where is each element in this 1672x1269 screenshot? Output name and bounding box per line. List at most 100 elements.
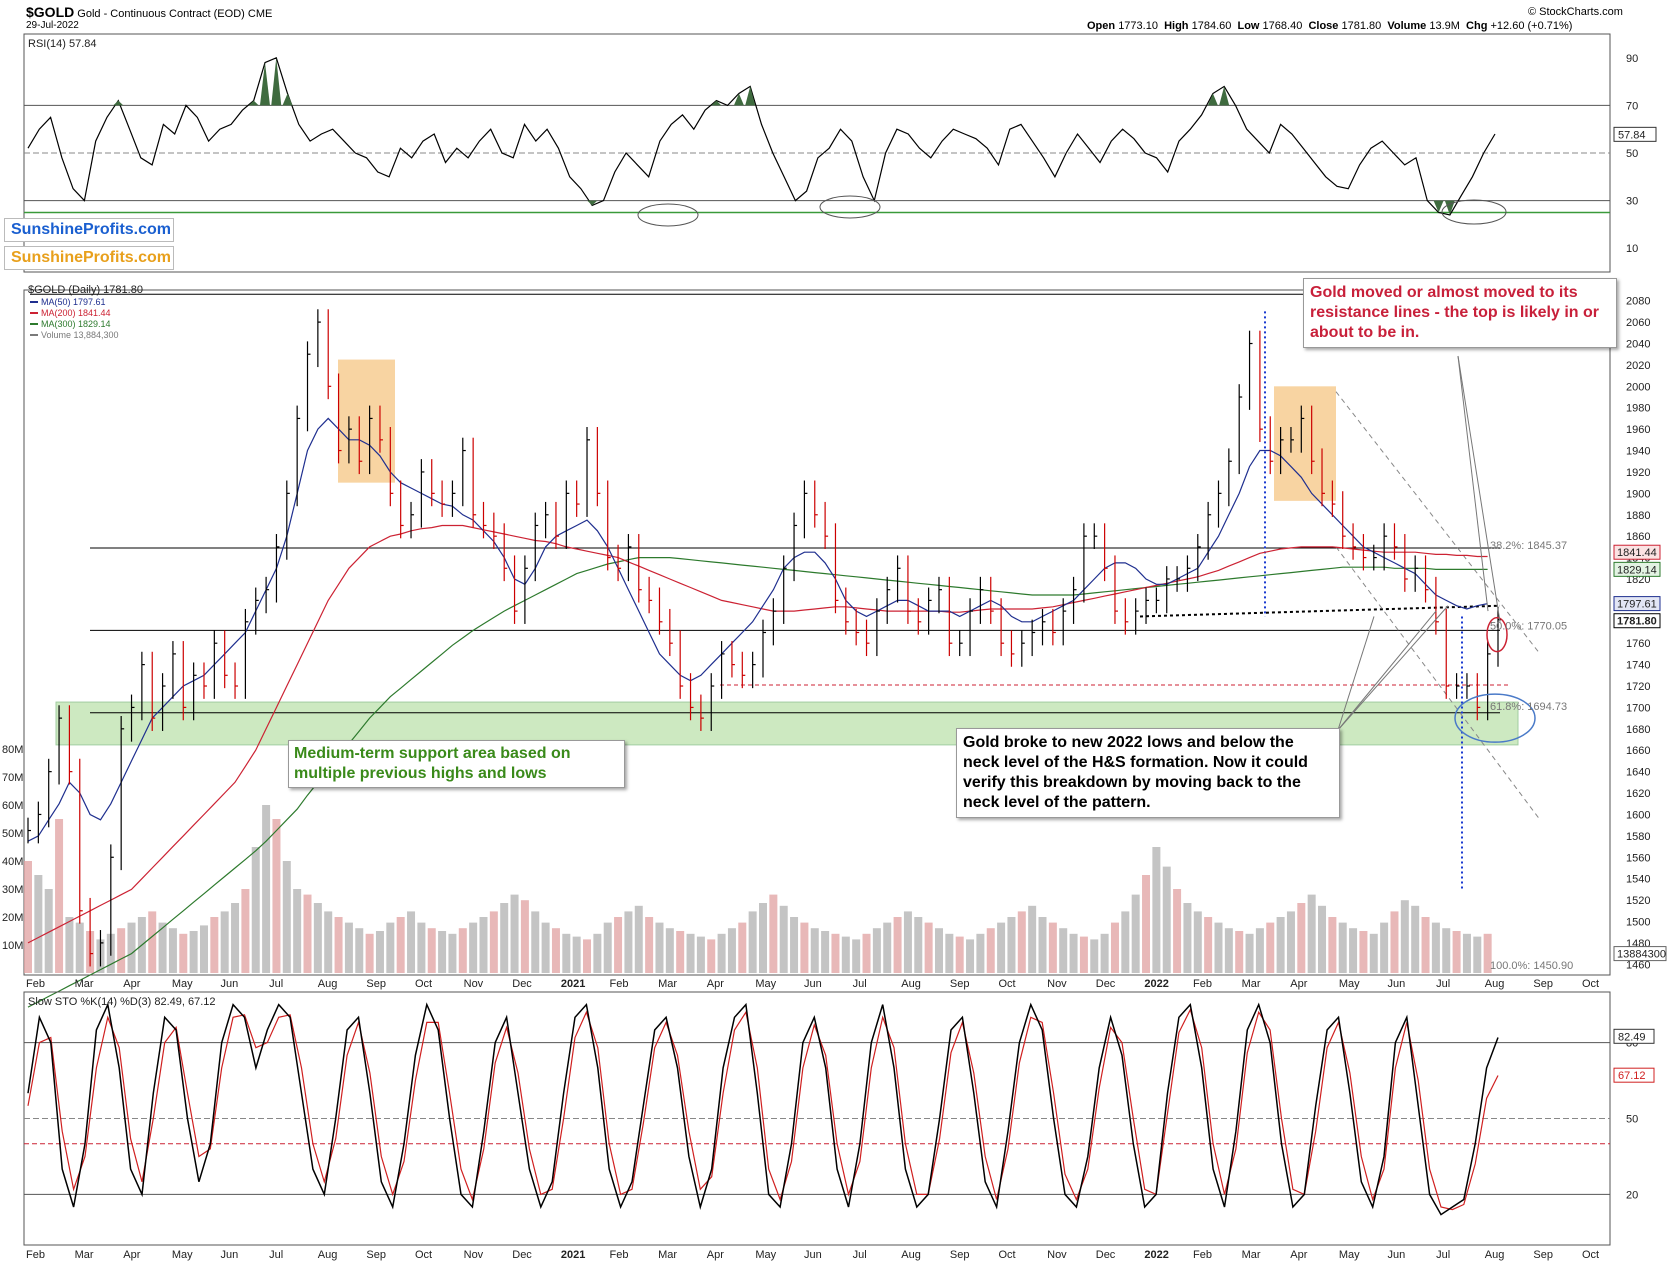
volume-bar-67 (717, 933, 726, 973)
sto-xlabel-13: Mar (658, 1249, 677, 1261)
price-tick-5: 1980 (1626, 403, 1650, 415)
volume-bar-97 (1028, 905, 1037, 973)
volume-bar-87 (924, 922, 933, 973)
volume-bar-1 (34, 875, 43, 973)
volume-bar-40 (438, 931, 447, 973)
volume-bar-51 (551, 928, 560, 973)
sto-tick-2: 20 (1626, 1189, 1638, 1201)
price-xlabel-24: Feb (1193, 978, 1212, 990)
rsi-overbought-fill-63 (733, 93, 744, 106)
chart-date: 29-Jul-2022 (26, 20, 79, 31)
volume-bar-27 (303, 894, 312, 973)
price-xlabel-20: Oct (999, 978, 1016, 990)
breakdown-pointer-1 (1337, 610, 1437, 731)
sto-xlabel-16: Jun (804, 1249, 822, 1261)
volume-bar-103 (1090, 939, 1099, 973)
volume-bar-58 (624, 911, 633, 973)
rsi-overbought-fill-64 (745, 86, 756, 106)
price-tick-22: 1640 (1626, 767, 1650, 779)
chg-value: +12.60 (+0.71%) (1490, 20, 1573, 32)
close-value: 1781.80 (1341, 20, 1382, 32)
volume-bar-52 (562, 933, 571, 973)
volume-bar-66 (707, 939, 716, 973)
price-tick-0: 2080 (1626, 296, 1650, 308)
resistance-circle (1486, 616, 1508, 653)
volume-bar-49 (531, 911, 540, 973)
volume-bar-55 (593, 933, 602, 973)
stochastic-panel: Slow STO %K(14) %D(3) 82.49, 67.12805020… (23, 991, 1655, 1261)
price-tick-25: 1580 (1626, 831, 1650, 843)
volume-bar-4 (65, 917, 74, 973)
price-xlabel-26: Apr (1290, 978, 1307, 990)
volume-badge-box (1613, 946, 1667, 962)
volume-tick-0: 80M (2, 744, 23, 756)
price-tick-9: 1900 (1626, 488, 1650, 500)
price-xlabel-15: May (755, 978, 776, 990)
volume-bar-118 (1245, 933, 1254, 973)
price-tick-1: 2060 (1626, 317, 1650, 329)
volume-tick-5: 30M (2, 884, 23, 896)
volume-bar-122 (1286, 911, 1295, 973)
price-xlabel-27: May (1339, 978, 1360, 990)
price-xlabel-0: Feb (26, 978, 45, 990)
volume-bar-75 (800, 922, 809, 973)
volume-bar-134 (1411, 905, 1420, 973)
volume-bar-76 (810, 928, 819, 973)
volume-bar-19 (220, 911, 229, 973)
resistance-pointer-b (1457, 355, 1501, 622)
volume-bar-119 (1255, 928, 1264, 973)
price-tick-8: 1920 (1626, 467, 1650, 479)
volume-bar-5 (75, 922, 84, 973)
sto-xlabel-5: Jul (269, 1249, 283, 1261)
volume-bar-135 (1421, 917, 1430, 973)
price-xlabel-10: Dec (512, 978, 532, 990)
ohlc-readout: Open 1773.10 High 1784.60 Low 1768.40 Cl… (1087, 20, 1572, 32)
price-badge-box-ma300 (1613, 561, 1661, 577)
rsi-tick-2: 50 (1626, 148, 1638, 160)
price-badge-box-ma50 (1613, 596, 1661, 612)
volume-bar-64 (686, 933, 695, 973)
price-xlabel-31: Sep (1533, 978, 1553, 990)
volume-bar-125 (1318, 905, 1327, 973)
price-xlabel-3: May (172, 978, 193, 990)
price-tick-2: 2040 (1626, 339, 1650, 351)
volume-bar-71 (759, 903, 767, 973)
volume-bar-35 (386, 922, 395, 973)
volume-bar-29 (324, 911, 333, 973)
legend-3: Volume 13,884,300 (41, 330, 119, 340)
volume-bar-14 (168, 928, 177, 973)
sto-k-line (27, 1002, 1499, 1216)
rsi-tick-4: 10 (1626, 243, 1638, 255)
volume-bar-20 (231, 903, 240, 973)
volume-bar-16 (189, 931, 198, 973)
volume-bar-34 (375, 931, 384, 973)
volume-bar-48 (520, 900, 529, 973)
price-tick-26: 1560 (1626, 852, 1650, 864)
legend-2: MA(300) 1829.14 (41, 319, 111, 329)
volume-bar-128 (1349, 928, 1358, 973)
rsi-title: RSI(14) 57.84 (28, 38, 96, 50)
volume-bar-93 (986, 928, 995, 973)
price-tick-3: 2020 (1626, 360, 1650, 372)
volume-bar-110 (1162, 866, 1171, 973)
brand[interactable]: © StockCharts.com (1528, 6, 1623, 18)
volume-bar-46 (500, 903, 509, 973)
volume-bar-72 (769, 894, 778, 973)
fib-label-3: 100.0%: 1450.90 (1490, 960, 1573, 972)
fib-label-0: 38.2%: 1845.37 (1490, 540, 1567, 552)
sto-xlabel-19: Sep (950, 1249, 970, 1261)
legend-0: MA(50) 1797.61 (41, 297, 106, 307)
volume-bar-45 (489, 911, 498, 973)
rsi-circle-2 (1441, 199, 1507, 225)
sto-xlabel-30: Aug (1485, 1249, 1505, 1261)
volume-bar-113 (1193, 911, 1202, 973)
ma200-line (27, 524, 1488, 944)
rsi-last-box (1613, 126, 1657, 142)
volume-bar-42 (458, 928, 467, 973)
price-badge-ma300: 1829.14 (1617, 564, 1657, 576)
volume-bar-31 (344, 922, 353, 973)
sto-xlabel-29: Jul (1436, 1249, 1450, 1261)
price-badge-ma50: 1797.61 (1617, 599, 1657, 611)
price-tick-31: 1460 (1626, 959, 1650, 971)
volume-bar-141 (1483, 933, 1492, 973)
